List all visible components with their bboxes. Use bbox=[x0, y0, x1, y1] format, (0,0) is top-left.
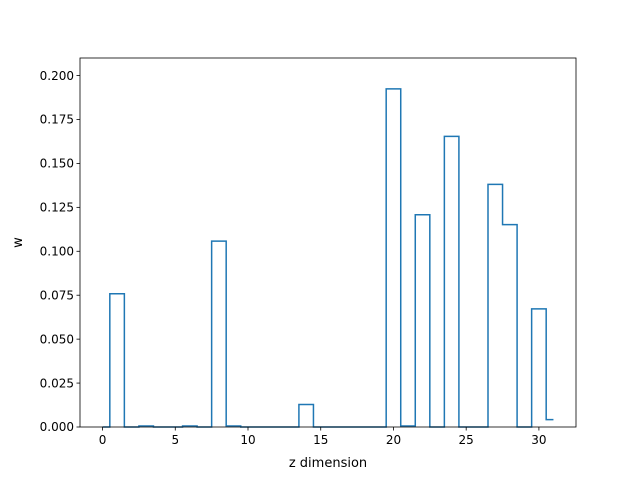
x-tick-label-6: 30 bbox=[531, 433, 546, 447]
y-tick-label-1: 0.025 bbox=[40, 376, 74, 390]
y-tick-label-6: 0.150 bbox=[40, 157, 74, 171]
y-tick-label-7: 0.175 bbox=[40, 113, 74, 127]
y-tick-label-3: 0.075 bbox=[40, 288, 74, 302]
y-tick-label-4: 0.100 bbox=[40, 244, 74, 258]
x-tick-label-1: 5 bbox=[171, 433, 179, 447]
x-axis-label: z dimension bbox=[289, 456, 367, 471]
x-tick-label-2: 10 bbox=[240, 433, 255, 447]
x-tick-label-3: 15 bbox=[313, 433, 328, 447]
y-tick-label-5: 0.125 bbox=[40, 201, 74, 215]
x-tick-label-0: 0 bbox=[99, 433, 107, 447]
y-tick-label-2: 0.050 bbox=[40, 332, 74, 346]
y-tick-label-0: 0.000 bbox=[40, 420, 74, 434]
y-axis-label: w bbox=[11, 237, 26, 248]
x-tick-label-5: 25 bbox=[459, 433, 474, 447]
y-tick-label-8: 0.200 bbox=[40, 69, 74, 83]
x-tick-label-4: 20 bbox=[386, 433, 401, 447]
